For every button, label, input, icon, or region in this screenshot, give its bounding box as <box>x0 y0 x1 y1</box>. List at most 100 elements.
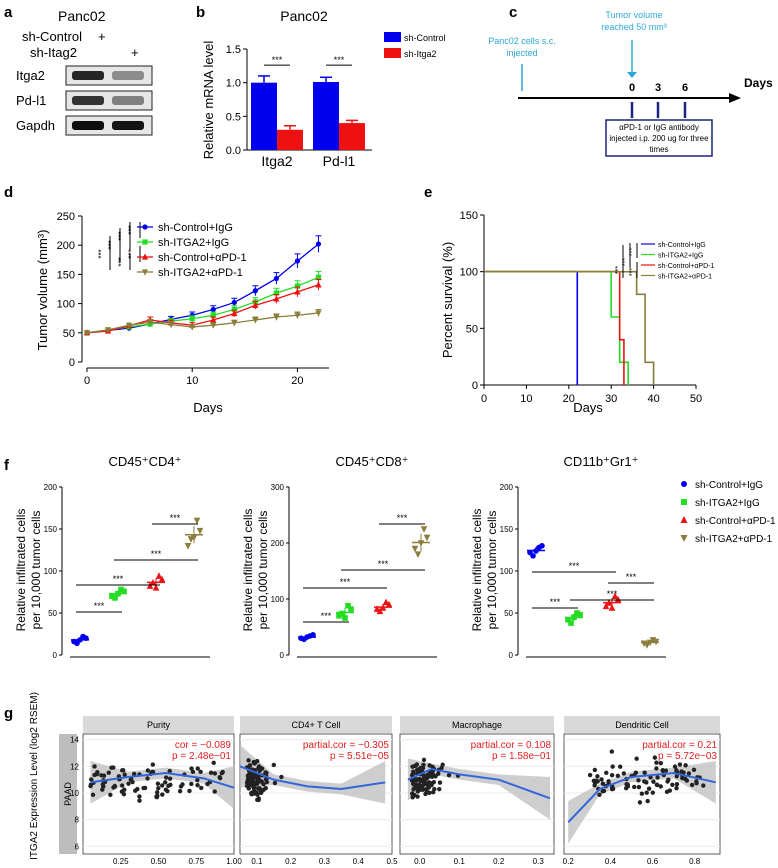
data-point <box>156 786 161 791</box>
data-point <box>166 783 171 789</box>
legend-label: sh-ITGA2+αPD-1 <box>658 274 712 281</box>
x-tick-label: Itga2 <box>261 153 292 169</box>
sig-label: *** <box>334 55 345 65</box>
facet-strip <box>83 716 234 733</box>
data-point <box>126 781 131 786</box>
data-point <box>342 615 348 621</box>
data-point <box>273 295 280 302</box>
data-point <box>689 782 695 788</box>
data-point <box>273 275 279 282</box>
x-tick-label: 0.8 <box>689 857 701 866</box>
chart-title: Panc02 <box>280 8 328 24</box>
sig-label: *** <box>622 258 629 266</box>
data-point <box>595 779 600 784</box>
data-point <box>587 772 593 778</box>
x-tick-label: 10 <box>186 375 198 387</box>
y-tick-label: 150 <box>460 210 478 222</box>
data-point <box>205 781 210 787</box>
data-point <box>131 771 137 777</box>
data-point <box>111 765 116 770</box>
data-point <box>246 758 251 763</box>
series-line <box>86 276 319 334</box>
x-tick-label: 20 <box>563 393 575 405</box>
data-point <box>530 553 536 559</box>
legend-label: sh-Itga2 <box>404 49 437 59</box>
data-point <box>636 784 642 790</box>
timeline-tick-label: 3 <box>655 82 661 94</box>
series-line <box>86 243 319 334</box>
data-point <box>231 320 238 327</box>
blot-band <box>112 96 144 105</box>
fit-line <box>239 765 386 791</box>
data-point <box>315 241 322 247</box>
data-point <box>411 782 417 787</box>
data-point <box>122 772 127 777</box>
y-tick-label: 100 <box>500 567 514 576</box>
data-point <box>167 776 173 781</box>
data-point <box>592 783 597 788</box>
fit-line <box>407 767 551 800</box>
data-point <box>159 783 165 788</box>
data-point <box>261 782 266 787</box>
correlation-stat: partial.cor = 0.108 <box>471 740 552 751</box>
data-point <box>101 773 107 778</box>
sig-label: *** <box>127 249 136 258</box>
y-axis-label: per 10,000 tumor cells <box>29 511 43 630</box>
x-tick-label: 0.2 <box>563 857 575 866</box>
band-label: Itga2 <box>16 68 45 83</box>
data-point <box>658 760 664 766</box>
survival-curve <box>484 270 625 385</box>
data-point <box>655 775 660 780</box>
sig-label: *** <box>607 589 618 599</box>
data-point <box>385 600 393 608</box>
data-point <box>149 578 157 586</box>
data-point <box>701 783 706 788</box>
x-tick-label: 0.3 <box>533 857 545 866</box>
data-point <box>686 771 692 776</box>
data-point <box>195 777 200 783</box>
data-point <box>250 776 255 782</box>
sig-label: *** <box>378 559 389 569</box>
data-point <box>683 776 688 782</box>
data-point <box>258 790 264 796</box>
data-point <box>145 776 150 781</box>
data-point <box>122 787 127 792</box>
data-point <box>639 791 645 796</box>
data-point <box>145 768 151 773</box>
confidence-band <box>90 761 234 809</box>
sig-label: *** <box>629 268 636 276</box>
data-point <box>621 771 627 776</box>
data-point <box>208 770 214 775</box>
data-point <box>643 642 651 649</box>
data-point <box>315 310 322 317</box>
data-point <box>180 782 185 787</box>
y-tick-label: 14 <box>70 736 79 745</box>
data-point <box>92 772 97 778</box>
y-tick-label: 50 <box>504 609 513 618</box>
x-tick-label: 0.4 <box>353 857 365 866</box>
panel-c-label: c <box>509 4 517 21</box>
legend-swatch <box>384 48 401 58</box>
event-arrowhead <box>627 72 637 78</box>
blot-band <box>72 121 104 130</box>
blot-strip <box>65 90 153 111</box>
sig-label: *** <box>107 240 116 249</box>
panel-f-label: f <box>4 457 10 474</box>
data-point <box>211 760 216 766</box>
data-point <box>108 792 113 798</box>
x-tick-label: 0.2 <box>285 857 297 866</box>
data-point <box>597 792 602 797</box>
data-point <box>415 794 420 799</box>
data-point <box>425 775 430 781</box>
legend-label: sh-ITGA2+IgG <box>695 498 760 509</box>
data-point <box>177 788 183 794</box>
data-point <box>636 778 641 783</box>
data-point <box>115 590 121 597</box>
y-tick-label: 0.0 <box>226 145 241 157</box>
data-point <box>672 764 678 769</box>
bar-chart-mrna: Panc02 0.0 0.5 1.0 1.5 Relative mRNA level ***… <box>201 8 446 169</box>
data-point <box>121 791 127 797</box>
data-point <box>104 327 112 334</box>
sig-label: *** <box>170 513 181 523</box>
facet-strip <box>564 716 720 733</box>
